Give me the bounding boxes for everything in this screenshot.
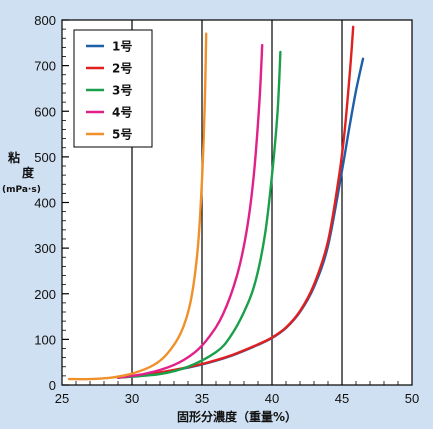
y-tick-label: 500 <box>34 150 56 165</box>
x-tick-label: 40 <box>265 391 279 406</box>
y-tick-label: 600 <box>34 104 56 119</box>
x-tick-label: 35 <box>195 391 209 406</box>
y-tick-label: 200 <box>34 287 56 302</box>
y-tick-label: 300 <box>34 241 56 256</box>
legend-box <box>73 29 153 148</box>
y-tick-label: 800 <box>34 13 56 28</box>
x-tick-label: 45 <box>335 391 349 406</box>
y-tick-label: 100 <box>34 332 56 347</box>
y-tick-label: 400 <box>34 196 56 211</box>
legend-label-1: 1号 <box>112 39 132 54</box>
x-axis-title: 固形分濃度（重量%） <box>177 409 297 424</box>
y-tick-label: 0 <box>49 378 56 393</box>
x-tick-label: 50 <box>405 391 419 406</box>
x-tick-label: 30 <box>125 391 139 406</box>
series-layer <box>67 25 365 381</box>
legend-label-3: 3号 <box>112 83 132 98</box>
x-tick-label: 25 <box>55 391 69 406</box>
y-axis-unit: (mPa·s) <box>2 185 41 195</box>
legend-entries: 1号 2号 3号 4号 5号 <box>86 39 132 142</box>
y-axis-label-char-2: 度 <box>22 165 35 180</box>
y-tick-label: 700 <box>34 59 56 74</box>
legend: 1号 2号 3号 4号 5号 <box>73 29 153 148</box>
series-line-5 <box>67 32 208 381</box>
y-axis-label-char-1: 粘 <box>8 150 20 165</box>
legend-label-5: 5号 <box>112 127 132 142</box>
series-line-4 <box>116 43 264 379</box>
legend-label-4: 4号 <box>112 105 132 120</box>
legend-label-2: 2号 <box>112 61 132 76</box>
series-line-3 <box>116 50 282 379</box>
